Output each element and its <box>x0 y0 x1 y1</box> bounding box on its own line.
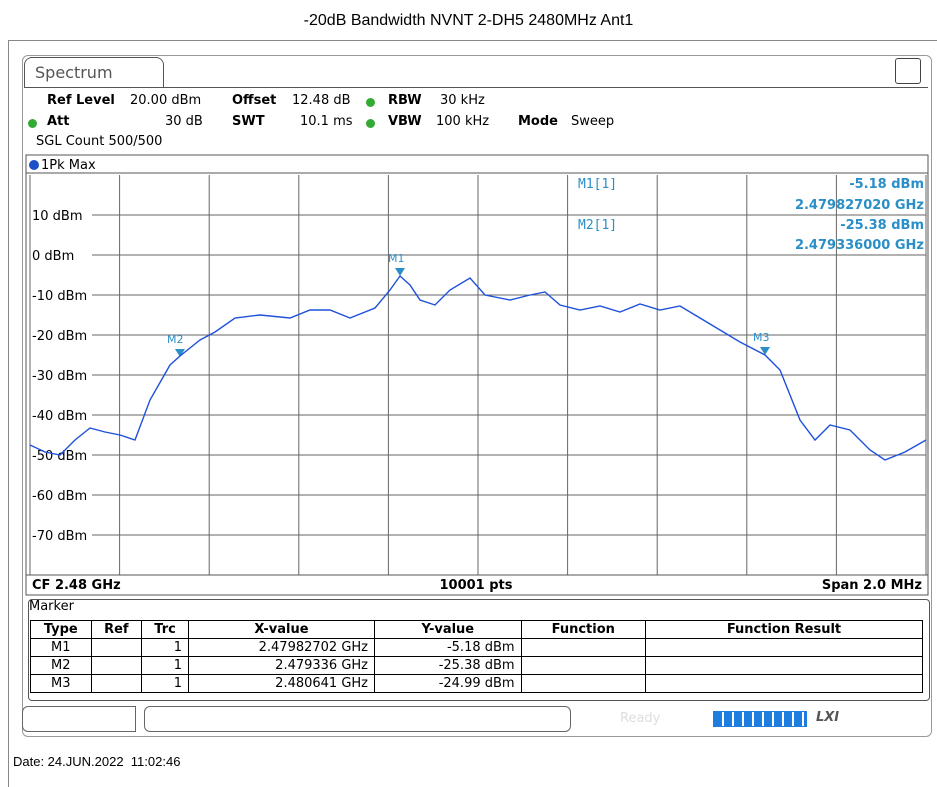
y-label: -50 dBm <box>32 449 87 464</box>
tab[interactable]: Spectrum <box>24 57 164 87</box>
y-label: 0 dBm <box>32 249 74 264</box>
status-box <box>22 706 136 732</box>
grid <box>29 175 927 575</box>
marker-tag: M2 <box>167 333 184 346</box>
dot <box>28 119 37 128</box>
marker-title: Marker <box>29 599 74 614</box>
label: Ref Level <box>47 93 115 108</box>
y-label: -40 dBm <box>32 409 87 424</box>
y-label: -60 dBm <box>32 489 87 504</box>
frame <box>8 40 937 41</box>
y-label: -10 dBm <box>32 289 87 304</box>
marker-tag: M3 <box>753 331 770 344</box>
header-cell: Y-value <box>374 620 522 639</box>
header-cell: Trc <box>141 620 189 639</box>
label: SWT <box>232 114 265 129</box>
trace <box>29 274 927 461</box>
label: RBW <box>388 93 422 108</box>
header-cell: Ref <box>90 620 143 639</box>
plot-frame <box>25 154 929 596</box>
tab-line <box>24 87 928 88</box>
date: Date: 24.JUN.2022 11:02:46 <box>13 754 181 769</box>
cell: 1 <box>141 656 189 675</box>
title: -20dB Bandwidth NVNT 2-DH5 2480MHz Ant1 <box>303 12 634 29</box>
frame <box>8 40 9 787</box>
cell <box>644 656 924 675</box>
value: 10.1 ms <box>300 114 353 129</box>
trace-dot <box>29 160 39 170</box>
value: 12.48 dB <box>292 93 351 108</box>
y-label: -20 dBm <box>32 329 87 344</box>
marker-level: -5.18 dBm <box>849 177 924 192</box>
marker-level: -25.38 dBm <box>840 218 924 233</box>
cell <box>90 674 143 693</box>
cell <box>520 674 646 693</box>
y-label: -70 dBm <box>32 529 87 544</box>
dot <box>366 119 375 128</box>
lxi: LXI <box>816 710 840 725</box>
header-cell: Function <box>520 620 646 639</box>
marker-name: M2[1] <box>578 218 617 233</box>
marker-tri <box>175 349 185 357</box>
value: 100 kHz <box>436 114 490 129</box>
cell: 2.479336 GHz <box>187 656 376 675</box>
value: 30 kHz <box>440 93 485 108</box>
marker-name: M1[1] <box>578 177 617 192</box>
value: 20.00 dBm <box>130 93 202 108</box>
cell <box>644 674 924 693</box>
span: Span 2.0 MHz <box>822 578 922 593</box>
cell: 2.47982702 GHz <box>187 638 376 657</box>
marker-panel <box>28 599 930 701</box>
pts: 10001 pts <box>439 578 512 593</box>
cell: M1 <box>30 638 92 657</box>
marker-freq: 2.479336000 GHz <box>795 238 924 253</box>
cell: -5.18 dBm <box>374 638 522 657</box>
label: VBW <box>388 114 422 129</box>
y-label: 10 dBm <box>32 209 83 224</box>
value: 30 dB <box>165 114 203 129</box>
cf: CF 2.48 GHz <box>32 578 121 593</box>
menu-icon[interactable] <box>895 58 921 84</box>
cell: M2 <box>30 656 92 675</box>
cell <box>520 638 646 657</box>
cell: -25.38 dBm <box>374 656 522 675</box>
dot <box>366 98 375 107</box>
y-label: -30 dBm <box>32 369 87 384</box>
cell: 1 <box>141 638 189 657</box>
marker-table: Type Ref Trc X-value Y-value Function Function… <box>30 620 924 693</box>
label: Offset <box>232 93 277 108</box>
cell <box>90 638 143 657</box>
cell <box>520 656 646 675</box>
marker-tri <box>395 268 405 276</box>
sgl-count: SGL Count 500/500 <box>36 134 163 149</box>
cell <box>644 638 924 657</box>
cell: 2.480641 GHz <box>187 674 376 693</box>
trace-label: 1Pk Max <box>41 158 96 173</box>
marker-freq: 2.479827020 GHz <box>795 198 924 213</box>
progress <box>713 711 807 727</box>
value: Sweep <box>571 114 615 129</box>
cell <box>90 656 143 675</box>
header-cell: Type <box>30 620 92 639</box>
marker-tag: M1 <box>388 252 405 265</box>
status-box <box>144 706 571 732</box>
header-cell: X-value <box>187 620 376 639</box>
label: Att <box>47 114 70 129</box>
ready: Ready <box>620 711 661 726</box>
cell: M3 <box>30 674 92 693</box>
cell: 1 <box>141 674 189 693</box>
marker-tri <box>760 347 770 355</box>
header-cell: Function Result <box>644 620 924 639</box>
label: Mode <box>518 114 558 129</box>
cell: -24.99 dBm <box>374 674 522 693</box>
